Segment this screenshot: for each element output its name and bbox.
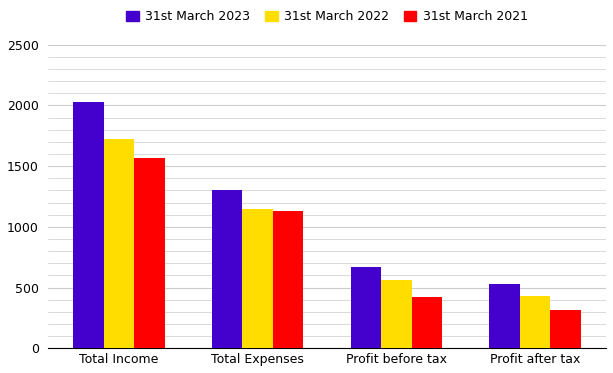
- Bar: [134, 158, 165, 348]
- Bar: [550, 310, 581, 348]
- Bar: [520, 296, 550, 348]
- Bar: [104, 140, 134, 348]
- Bar: [242, 209, 273, 348]
- Bar: [351, 267, 381, 348]
- Bar: [73, 102, 104, 348]
- Bar: [489, 284, 520, 348]
- Legend: 31st March 2023, 31st March 2022, 31st March 2021: 31st March 2023, 31st March 2022, 31st M…: [121, 6, 533, 28]
- Bar: [381, 280, 411, 348]
- Bar: [212, 190, 242, 348]
- Bar: [273, 211, 303, 348]
- Bar: [411, 297, 442, 348]
